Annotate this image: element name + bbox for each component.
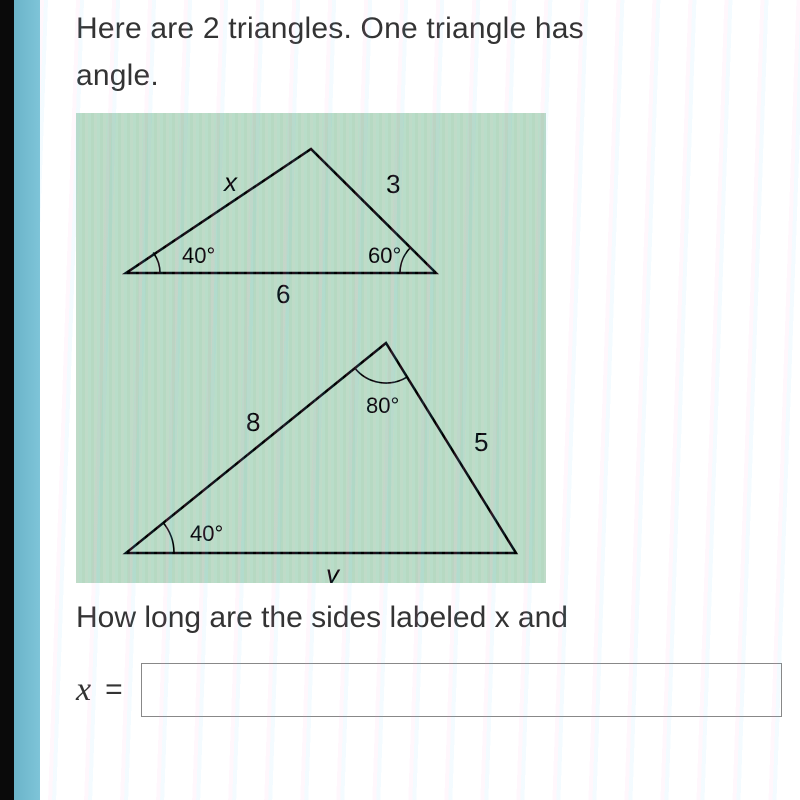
followup-text: How long are the sides labeled x and — [40, 583, 800, 635]
triangles-svg: x 3 6 40° 60° 8 5 y 40° 80° — [76, 113, 546, 583]
side-label-6: 6 — [276, 279, 290, 309]
answer-input-x[interactable] — [141, 663, 782, 717]
answer-row: x = — [40, 635, 800, 717]
triangles-figure: x 3 6 40° 60° 8 5 y 40° 80° — [76, 113, 546, 583]
triangle-2: 8 5 y 40° 80° — [126, 343, 516, 583]
followup-span: How long are the sides labeled x and — [76, 601, 568, 634]
answer-variable-x: x — [76, 671, 91, 709]
side-label-x: x — [222, 167, 238, 197]
angle-label-40-top: 40° — [182, 243, 215, 268]
triangle-1: x 3 6 40° 60° — [126, 149, 436, 309]
side-label-3: 3 — [386, 169, 400, 199]
equals-sign: = — [105, 673, 123, 707]
side-label-y: y — [324, 559, 341, 583]
question-text: Here are 2 triangles. One triangle has a… — [40, 0, 800, 99]
page: Here are 2 triangles. One triangle has a… — [40, 0, 800, 800]
angle-label-40-bottom: 40° — [190, 521, 223, 546]
photo-left-edge — [0, 0, 40, 800]
side-label-5: 5 — [474, 427, 488, 457]
angle-label-80: 80° — [366, 393, 399, 418]
side-label-8: 8 — [246, 407, 260, 437]
question-line1: Here are 2 triangles. One triangle has — [76, 12, 584, 45]
angle-label-60: 60° — [368, 243, 401, 268]
question-line2: angle. — [76, 59, 159, 92]
